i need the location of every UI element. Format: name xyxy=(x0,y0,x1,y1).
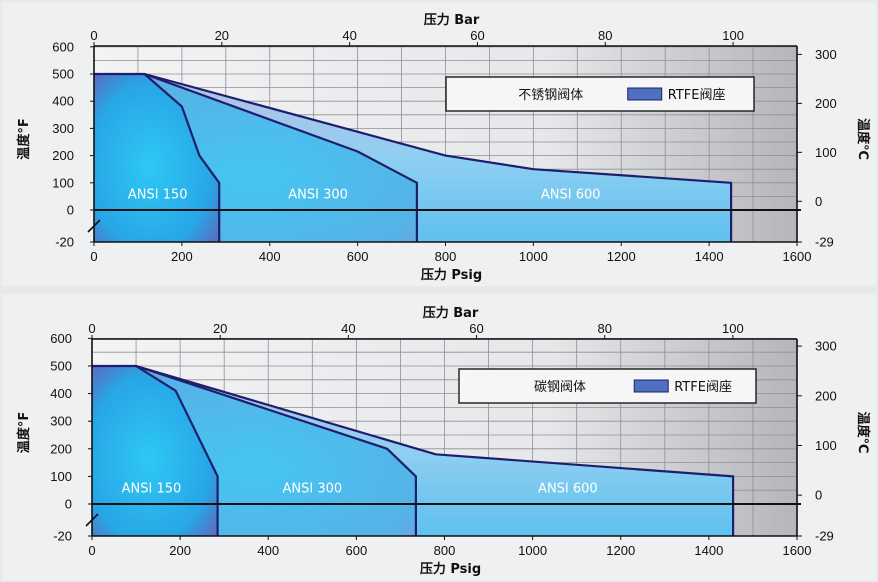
x-tick-label: 1600 xyxy=(783,543,812,558)
x-tick-label: 400 xyxy=(259,249,281,264)
x-tick-label: 1600 xyxy=(783,249,812,264)
x-tick-label: 200 xyxy=(169,543,191,558)
region-label: ANSI 150 xyxy=(128,188,188,203)
y-tick-label: 600 xyxy=(52,39,74,54)
region-label: ANSI 600 xyxy=(538,481,598,496)
region-label: ANSI 300 xyxy=(282,481,342,496)
x-tick-label: 1000 xyxy=(518,543,547,558)
x2-tick-label: 0 xyxy=(88,321,95,336)
y-tick-label: 600 xyxy=(50,331,72,346)
y2-tick-label: 0 xyxy=(815,488,822,503)
y-axis-title: 温度°F xyxy=(16,118,32,159)
legend-valve-body: 碳钢阀体 xyxy=(534,380,586,395)
x-axis-title: 压力 Psig xyxy=(421,267,482,283)
series-area-ansi-150 xyxy=(92,366,218,536)
x-tick-label: 600 xyxy=(347,249,369,264)
y2-tick-label: 100 xyxy=(815,438,837,453)
legend-seat: RTFE阀座 xyxy=(674,380,732,395)
legend-seat-swatch xyxy=(633,379,669,393)
x-tick-label: 1400 xyxy=(694,543,723,558)
x2-tick-label: 40 xyxy=(342,28,356,43)
axis-break-mark xyxy=(85,513,99,527)
legend-seat-swatch xyxy=(627,87,663,101)
series-line-ansi-150 xyxy=(94,72,221,242)
x2-tick-label: 80 xyxy=(597,321,611,336)
legend: 碳钢阀体 RTFE阀座 xyxy=(458,368,757,404)
x2-tick-label: 60 xyxy=(469,321,483,336)
legend-box xyxy=(445,76,755,112)
chart-panel-carbon-steel: 0 200 400 600 800 1000 1200 1400 1600 0 20 40 60 80 10… xyxy=(2,294,876,580)
y-tick-label: 300 xyxy=(50,414,72,429)
series-line-ansi-300 xyxy=(135,364,417,536)
x-tick-label: 800 xyxy=(435,249,457,264)
x-tick-label: 600 xyxy=(346,543,368,558)
y2-axis-title: 温度℃ xyxy=(855,412,871,454)
series-area-ansi-150 xyxy=(94,74,220,242)
y-tick-label: -20 xyxy=(55,235,74,250)
x2-tick-label: 20 xyxy=(213,321,227,336)
legend: 不锈钢阀体 RTFE阀座 xyxy=(445,76,755,112)
x-tick-label: 0 xyxy=(88,543,95,558)
chart-panel-stainless-steel: 0 200 400 600 800 1000 1200 1400 1600 0 20 40 60 80 10… xyxy=(2,2,876,286)
x-tick-label: 1400 xyxy=(695,249,724,264)
series-line-ansi-300 xyxy=(144,72,418,242)
x-tick-label: 800 xyxy=(434,543,456,558)
y2-axis-title: 温度℃ xyxy=(855,118,871,160)
y-tick-label: 0 xyxy=(67,203,74,218)
region-label: ANSI 150 xyxy=(122,481,182,496)
y2-tick-label: 100 xyxy=(815,145,837,160)
y2-tick-label: 200 xyxy=(815,96,837,111)
y-tick-label: 400 xyxy=(52,94,74,109)
y2-tick-label: 300 xyxy=(815,47,837,62)
x-axis-title: 压力 Psig xyxy=(420,561,481,577)
y2-tick-label: 200 xyxy=(815,388,837,403)
series-line-ansi-150 xyxy=(92,364,219,536)
y-tick-label: 100 xyxy=(52,175,74,190)
x-tick-label: 400 xyxy=(257,543,279,558)
y-tick-label: 0 xyxy=(65,497,72,512)
x2-axis-title: 压力 Bar xyxy=(424,12,480,28)
region-label: ANSI 300 xyxy=(288,188,348,203)
x-tick-label: 1200 xyxy=(606,543,635,558)
y2-tick-label: 300 xyxy=(815,339,837,354)
legend-seat: RTFE阀座 xyxy=(668,88,726,103)
y-tick-label: 400 xyxy=(50,386,72,401)
y-tick-label: 300 xyxy=(52,121,74,136)
series-line-ansi-600 xyxy=(135,364,735,536)
x2-tick-label: 20 xyxy=(215,28,229,43)
axis-break-mark xyxy=(87,219,101,233)
y-tick-label: 200 xyxy=(50,441,72,456)
region-label: ANSI 600 xyxy=(541,188,601,203)
y-tick-label: 100 xyxy=(50,469,72,484)
y-tick-label: 500 xyxy=(52,67,74,82)
x2-axis-title: 压力 Bar xyxy=(423,305,479,321)
y-tick-label: 200 xyxy=(52,148,74,163)
x-tick-label: 200 xyxy=(171,249,193,264)
x-tick-label: 1200 xyxy=(607,249,636,264)
series-line-ansi-600 xyxy=(144,72,733,242)
x2-tick-label: 80 xyxy=(598,28,612,43)
x2-tick-label: 100 xyxy=(722,28,744,43)
x2-tick-label: 60 xyxy=(470,28,484,43)
y2-tick-label: 0 xyxy=(815,194,822,209)
x-tick-label: 0 xyxy=(90,249,97,264)
legend-valve-body: 不锈钢阀体 xyxy=(518,88,583,103)
y-tick-label: -20 xyxy=(53,529,72,544)
x2-tick-label: 40 xyxy=(341,321,355,336)
legend-box xyxy=(458,368,757,404)
x2-tick-label: 0 xyxy=(90,28,97,43)
x2-tick-label: 100 xyxy=(722,321,744,336)
y-axis-title: 温度°F xyxy=(16,412,32,453)
x-tick-label: 1000 xyxy=(519,249,548,264)
y2-tick-label: -29 xyxy=(815,235,834,250)
y2-tick-label: -29 xyxy=(815,529,834,544)
y-tick-label: 500 xyxy=(50,359,72,374)
